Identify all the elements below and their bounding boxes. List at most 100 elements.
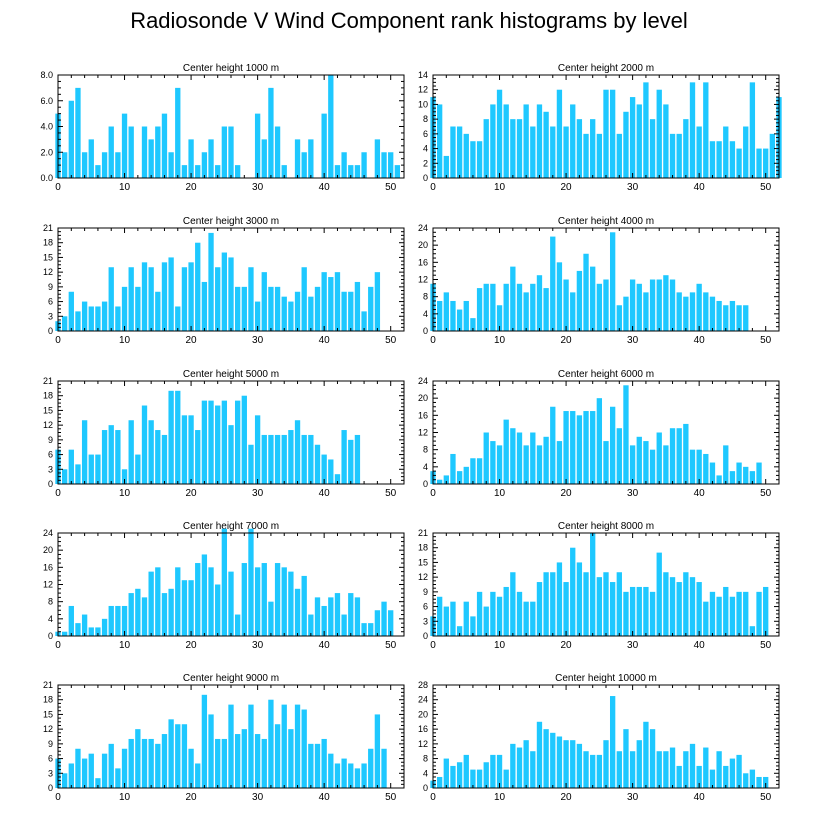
histogram-bar <box>463 300 469 331</box>
histogram-bar <box>689 743 696 788</box>
histogram-bar <box>161 262 168 331</box>
histogram-bar <box>274 126 281 178</box>
histogram-bar <box>563 411 569 484</box>
histogram-bar <box>348 763 354 788</box>
histogram-bar <box>736 462 742 484</box>
histogram-bar <box>510 572 516 636</box>
histogram-bar <box>689 449 696 484</box>
histogram-bar <box>201 694 208 788</box>
histogram-bar <box>490 441 496 484</box>
histogram-panel-5: Center height 5000 m 0 3 6 9 12 15 18 21 0 10 20 30 4… <box>43 369 405 499</box>
histogram-bar <box>341 758 347 788</box>
histogram-bar <box>321 605 327 636</box>
histogram-bar <box>470 141 476 178</box>
histogram-bar <box>523 601 529 636</box>
histogram-bar <box>388 610 394 636</box>
y-tick-label: 12 <box>418 275 428 285</box>
histogram-bar <box>308 139 314 178</box>
histogram-bar <box>743 466 749 484</box>
histogram-bar <box>696 283 702 331</box>
histogram-bar <box>510 428 516 484</box>
x-tick-label: 20 <box>186 792 198 803</box>
x-tick-label: 40 <box>319 640 331 651</box>
histogram-bar <box>729 141 736 178</box>
histogram-bar <box>623 729 629 788</box>
histogram-bar <box>703 292 709 331</box>
histogram-bar <box>716 300 722 331</box>
histogram-bar <box>168 719 174 788</box>
histogram-bar <box>483 762 489 788</box>
histogram-bar <box>155 567 161 636</box>
histogram-bar <box>155 743 161 788</box>
histogram-bar <box>195 430 201 484</box>
x-tick-label: 50 <box>385 182 397 193</box>
y-tick-label: 4 <box>423 462 428 472</box>
x-tick-label: 10 <box>494 335 506 346</box>
y-tick-label: 12 <box>43 267 53 277</box>
histogram-bar <box>234 165 241 178</box>
histogram-bar <box>716 475 722 484</box>
histogram-bar <box>596 133 603 178</box>
x-tick-label: 40 <box>694 182 706 193</box>
histogram-bar <box>556 562 563 636</box>
histogram-bar <box>483 119 489 178</box>
histogram-bar <box>496 596 503 636</box>
histogram-bar <box>328 75 334 178</box>
histogram-bar <box>294 420 301 484</box>
histogram-bar <box>141 262 148 331</box>
histogram-bar <box>288 729 294 788</box>
histogram-bar <box>636 283 642 331</box>
histogram-bar <box>354 281 361 331</box>
histogram-bar <box>609 406 616 484</box>
x-tick-label: 30 <box>627 488 639 499</box>
histogram-bar <box>228 571 234 636</box>
histogram-bar <box>590 411 596 484</box>
histogram-bar <box>723 765 729 788</box>
x-tick-label: 50 <box>385 640 397 651</box>
histogram-bar <box>516 747 523 788</box>
histogram-bar <box>649 119 656 178</box>
histogram-bar <box>669 279 676 331</box>
histogram-bar <box>590 754 596 788</box>
histogram-bar <box>141 738 148 788</box>
histogram-bar <box>623 296 629 331</box>
histogram-bar <box>643 292 649 331</box>
histogram-bar <box>108 605 114 636</box>
x-tick-label: 50 <box>385 792 397 803</box>
histogram-bar <box>530 432 536 484</box>
histogram-bar <box>576 119 583 178</box>
histogram-bar <box>636 740 642 788</box>
histogram-bar <box>68 605 74 636</box>
histogram-bar <box>261 563 267 636</box>
histogram-bar <box>749 769 756 788</box>
histogram-panel-4: Center height 4000 m 0 4 8 12 16 20 24 0 10 20 30 40… <box>418 216 780 346</box>
histogram-bar <box>649 279 656 331</box>
histogram-bar <box>576 415 583 484</box>
histogram-bar <box>629 97 636 178</box>
histogram-bar <box>450 126 456 178</box>
x-tick-label: 50 <box>760 792 772 803</box>
x-tick-label: 30 <box>627 182 639 193</box>
histogram-bar <box>61 773 68 788</box>
histogram-bar <box>703 601 709 636</box>
histogram-bar <box>490 754 496 788</box>
histogram-bar <box>148 420 154 484</box>
histogram-bar <box>716 751 722 788</box>
page-title: Radiosonde V Wind Component rank histogr… <box>130 8 688 33</box>
y-tick-label: 8 <box>423 445 428 455</box>
histogram-bar <box>570 411 576 484</box>
histogram-bar <box>321 272 327 331</box>
histogram-bar <box>476 288 483 331</box>
histogram-bar <box>221 738 228 788</box>
histogram-bar <box>201 400 208 484</box>
histogram-bar <box>663 275 669 331</box>
histogram-bar <box>301 152 307 178</box>
histogram-bar <box>68 763 74 788</box>
histogram-bar <box>649 729 656 788</box>
histogram-bar <box>368 623 374 636</box>
panel-title: Center height 4000 m <box>558 216 654 227</box>
histogram-bar <box>294 588 301 636</box>
histogram-bar <box>95 306 101 331</box>
x-tick-label: 30 <box>627 792 639 803</box>
y-tick-label: 8.0 <box>40 70 53 80</box>
